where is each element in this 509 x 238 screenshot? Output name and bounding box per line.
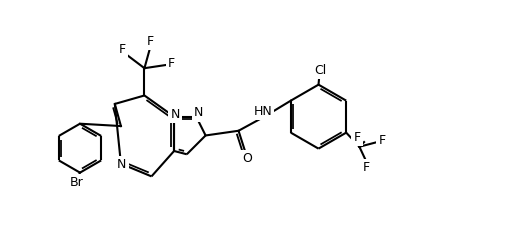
- Text: F: F: [119, 43, 126, 56]
- Text: Cl: Cl: [314, 64, 326, 77]
- Text: N: N: [170, 108, 179, 121]
- Text: F: F: [147, 35, 154, 48]
- Text: HN: HN: [253, 104, 272, 118]
- Text: N: N: [193, 106, 203, 119]
- Text: N: N: [117, 158, 126, 171]
- Text: Br: Br: [69, 177, 83, 189]
- Text: O: O: [242, 152, 251, 165]
- Text: F: F: [378, 134, 385, 147]
- Text: F: F: [362, 161, 370, 174]
- Text: F: F: [353, 131, 360, 144]
- Text: F: F: [167, 57, 175, 70]
